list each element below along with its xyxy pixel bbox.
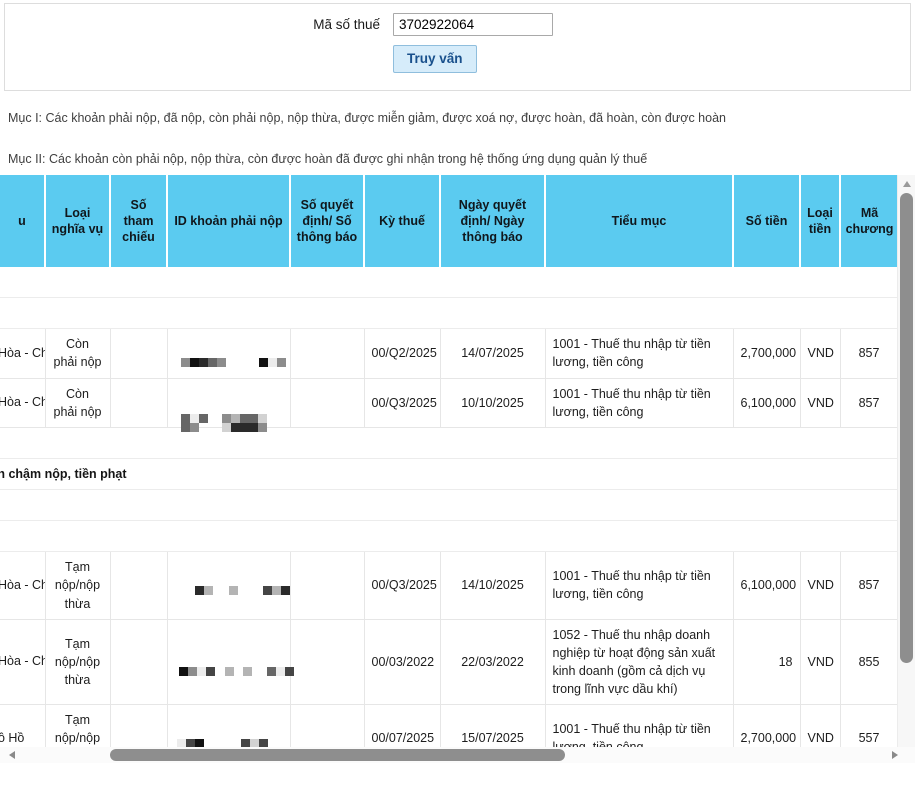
redacted-value bbox=[175, 342, 286, 368]
cell-ngay-quyet-dinh: 22/03/2022 bbox=[440, 619, 546, 706]
col-header-kho-bac[interactable]: u bbox=[0, 175, 46, 267]
cell-id-khoan-phai-nop bbox=[167, 551, 291, 620]
redacted-value bbox=[175, 727, 283, 758]
cell-tieu-muc: 1001 - Thuế thu nhập từ tiền lương, tiền… bbox=[545, 328, 734, 379]
scroll-left-arrow-icon[interactable] bbox=[4, 747, 20, 763]
section-row-label: huộc NSNN trừ tiền chậm nộp, tiền phạt bbox=[0, 458, 898, 491]
cell-loai-nghia-vu: Còn phải nộp bbox=[45, 378, 111, 428]
table-row[interactable]: Kho bạc Nhà nước Hòa - ChíCòn phải nộp 00… bbox=[0, 378, 898, 432]
tax-code-label: Mã số thuế bbox=[313, 17, 380, 32]
cell-ma-chuong: 857 bbox=[840, 551, 898, 620]
table-head: u Loại nghĩa vụ Số tham chiếu ID khoản p… bbox=[0, 175, 898, 267]
scroll-right-arrow-icon[interactable] bbox=[887, 747, 903, 763]
grid-scroll-viewport: u Loại nghĩa vụ Số tham chiếu ID khoản p… bbox=[0, 175, 898, 763]
cell-tieu-muc: 1001 - Thuế thu nhập từ tiền lương, tiền… bbox=[545, 551, 734, 620]
cell-ky-thue: 00/03/2022 bbox=[364, 619, 441, 706]
query-button-row: Truy vấn bbox=[5, 36, 910, 74]
cell-ky-thue: 00/Q3/2025 bbox=[364, 551, 441, 620]
table-section-row: xử lý bbox=[0, 489, 898, 522]
cell-ngay-quyet-dinh: 14/10/2025 bbox=[440, 551, 546, 620]
section-caption-muc-2: Mục II: Các khoản còn phải nộp, nộp thừa… bbox=[8, 152, 648, 166]
cell-id-khoan-phai-nop bbox=[167, 619, 294, 706]
cell-id-khoan-phai-nop bbox=[167, 378, 291, 432]
cell-ngay-quyet-dinh: 14/07/2025 bbox=[440, 328, 546, 379]
cell-loai-nghia-vu: Tạm nộp/nộp thừa bbox=[45, 619, 111, 706]
cell-loai-tien: VND bbox=[800, 378, 841, 428]
cell-tieu-muc: 1052 - Thuế thu nhập doanh nghiệp từ hoạ… bbox=[545, 619, 734, 706]
vertical-scrollbar[interactable] bbox=[897, 175, 915, 763]
query-form-panel: Mã số thuế Truy vấn bbox=[4, 3, 911, 91]
col-header-ky-thue[interactable]: Kỳ thuế bbox=[364, 175, 441, 267]
cell-loai-nghia-vu: Còn phải nộp bbox=[45, 328, 111, 379]
cell-ma-chuong: 857 bbox=[840, 328, 898, 379]
cell-ma-chuong: 857 bbox=[840, 378, 898, 428]
table-row[interactable]: Kho bạc Nhà nước Hòa - ChíCòn phải nộp 00… bbox=[0, 328, 898, 379]
cell-kho-bac: Kho bạc Nhà nước Hòa - Chí bbox=[0, 328, 46, 379]
redacted-value bbox=[175, 574, 290, 596]
col-header-loai-nghia-vu[interactable]: Loại nghĩa vụ bbox=[45, 175, 111, 267]
col-header-ngay-quyet-dinh[interactable]: Ngày quyết định/ Ngày thông báo bbox=[440, 175, 546, 267]
cell-ma-chuong: 855 bbox=[840, 619, 898, 706]
cell-kho-bac: Kho bạc Nhà nước Hòa - Chí bbox=[0, 378, 46, 428]
cell-so-tien: 2,700,000 bbox=[733, 328, 801, 379]
cell-ky-thue: 00/Q2/2025 bbox=[364, 328, 441, 379]
cell-ngay-quyet-dinh: 10/10/2025 bbox=[440, 378, 546, 428]
cell-so-tien: 6,100,000 bbox=[733, 551, 801, 620]
table-row[interactable]: Kho bạc Nhà nước Hòa - ChíTạm nộp/nộp th… bbox=[0, 551, 898, 620]
cell-kho-bac: Kho bạc Nhà nước Hòa - Chí bbox=[0, 619, 46, 706]
col-header-so-tham-chieu[interactable]: Số tham chiếu bbox=[110, 175, 168, 267]
cell-loai-tien: VND bbox=[800, 551, 841, 620]
cell-ky-thue: 00/Q3/2025 bbox=[364, 378, 441, 428]
tax-code-input[interactable] bbox=[393, 13, 553, 36]
horizontal-scrollbar-thumb[interactable] bbox=[110, 749, 565, 761]
col-header-id-khoan-phai-nop[interactable]: ID khoản phải nộp bbox=[167, 175, 291, 267]
cell-so-quyet-dinh bbox=[290, 328, 365, 379]
col-header-loai-tien[interactable]: Loại tiền bbox=[800, 175, 841, 267]
table-section-row: hạt bbox=[0, 297, 898, 330]
section-row-label: nộp bbox=[0, 427, 898, 459]
table-section-row: nộp bbox=[0, 427, 898, 459]
cell-id-khoan-phai-nop bbox=[167, 328, 291, 379]
cell-so-quyet-dinh bbox=[290, 551, 365, 620]
vertical-scrollbar-thumb[interactable] bbox=[900, 193, 913, 663]
section-row-label: Ả NỘP bbox=[0, 520, 898, 553]
header-row: u Loại nghĩa vụ Số tham chiếu ID khoản p… bbox=[0, 175, 898, 267]
cell-so-tham-chieu bbox=[110, 328, 168, 379]
section-row-label: ẢI NỘP bbox=[0, 267, 898, 299]
cell-so-tham-chieu bbox=[110, 378, 168, 428]
cell-loai-nghia-vu: Tạm nộp/nộp thừa bbox=[45, 551, 111, 620]
section-row-label: xử lý bbox=[0, 489, 898, 522]
cell-so-tien: 6,100,000 bbox=[733, 378, 801, 428]
table-section-row: ẢI NỘP bbox=[0, 267, 898, 299]
section-caption-muc-1: Mục I: Các khoản phải nộp, đã nộp, còn p… bbox=[8, 111, 726, 125]
col-header-so-quyet-dinh[interactable]: Số quyết định/ Số thông báo bbox=[290, 175, 365, 267]
cell-so-tham-chieu bbox=[110, 619, 168, 706]
cell-tieu-muc: 1001 - Thuế thu nhập từ tiền lương, tiền… bbox=[545, 378, 734, 428]
cell-so-tien: 18 bbox=[733, 619, 801, 706]
col-header-tieu-muc[interactable]: Tiểu mục bbox=[545, 175, 734, 267]
cell-loai-tien: VND bbox=[800, 619, 841, 706]
table-body: ẢI NỘPhạtKho bạc Nhà nước Hòa - ChíCòn p… bbox=[0, 267, 898, 763]
query-submit-button[interactable]: Truy vấn bbox=[393, 45, 477, 74]
section-row-label: hạt bbox=[0, 297, 898, 330]
cell-so-tham-chieu bbox=[110, 551, 168, 620]
cell-so-quyet-dinh bbox=[290, 378, 365, 428]
scroll-up-arrow-icon[interactable] bbox=[898, 175, 915, 192]
tax-code-row: Mã số thuế bbox=[5, 4, 910, 36]
table-section-row: Ả NỘP bbox=[0, 520, 898, 553]
cell-loai-tien: VND bbox=[800, 328, 841, 379]
obligations-table: u Loại nghĩa vụ Số tham chiếu ID khoản p… bbox=[0, 175, 898, 763]
redacted-value bbox=[175, 392, 283, 432]
col-header-ma-chuong[interactable]: Mã chương bbox=[840, 175, 898, 267]
obligations-grid: u Loại nghĩa vụ Số tham chiếu ID khoản p… bbox=[0, 175, 915, 779]
cell-so-quyet-dinh bbox=[290, 619, 365, 706]
cell-kho-bac: Kho bạc Nhà nước Hòa - Chí bbox=[0, 551, 46, 620]
table-section-row: huộc NSNN trừ tiền chậm nộp, tiền phạt bbox=[0, 458, 898, 491]
col-header-so-tien[interactable]: Số tiền bbox=[733, 175, 801, 267]
table-row[interactable]: Kho bạc Nhà nước Hòa - ChíTạm nộp/nộp th… bbox=[0, 619, 898, 706]
horizontal-scrollbar[interactable] bbox=[0, 747, 915, 763]
redacted-value bbox=[175, 651, 294, 676]
